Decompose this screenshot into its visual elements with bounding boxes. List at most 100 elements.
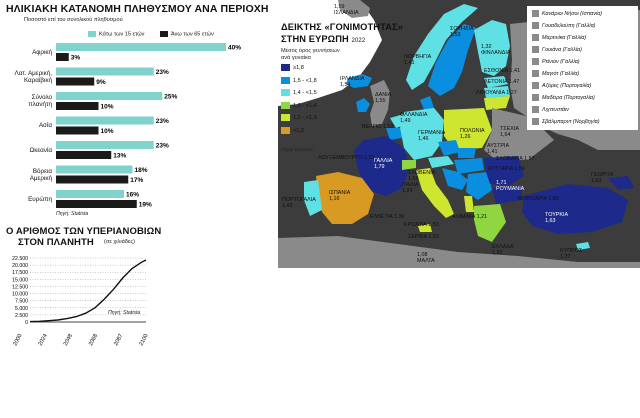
- pop-ytick-label: 5.000: [15, 306, 28, 312]
- map-legend-label: 1,5 - <1,8: [293, 77, 317, 84]
- pop-ytick-label: 7.500: [15, 299, 28, 305]
- age-category-label-line: Βόρεια: [32, 167, 52, 175]
- bar-over65: [56, 175, 129, 184]
- bar-under15-label: 18%: [135, 167, 148, 174]
- map-label-spain: ΙΣΠΑΝΙΑ 1,16: [329, 190, 351, 202]
- region-estonia: [484, 76, 508, 88]
- map-legend-label: <1,2: [293, 127, 305, 134]
- region-sweden: [428, 24, 476, 96]
- bar-over65: [56, 151, 112, 159]
- map-label-switzerland: ΕΛΒΕΤΙΑ 1,39: [370, 214, 405, 220]
- territory-label: Ρεϊνιόν (Γαλλία): [542, 58, 580, 65]
- map-label-sweden: ΣΟΥΗΔΙΑ 1,53: [450, 26, 474, 38]
- region-georgia: [608, 176, 634, 190]
- map-label-netherlands: ΟΛΛΑΝΔΙΑ 1,49: [400, 112, 428, 124]
- territory-item: Λιχτενστάιν: [532, 106, 602, 118]
- pop-ytick-label: 20.000: [12, 263, 28, 269]
- territory-label: Μαδέιρα (Πορτογαλία): [542, 94, 595, 101]
- region-france: [354, 136, 410, 196]
- bar-over65-label: 19%: [139, 202, 152, 209]
- map-label-malta: 1,08 ΜΑΛΤΑ: [417, 252, 435, 264]
- region-poland: [444, 108, 492, 150]
- territories-legend: Κανάριοι Νήσοι (Ισπανία) Γουαδελούπη (Γαλ…: [532, 10, 602, 130]
- territory-swatch: [532, 58, 539, 65]
- region-albania: [464, 196, 474, 212]
- pop-ytick-label: 0: [25, 320, 28, 326]
- map-legend-swatch: [281, 76, 290, 84]
- bar-under15-label: 40%: [228, 45, 241, 52]
- region-slovakia: [458, 148, 476, 158]
- map-legend-item: 1,3 - <1,4: [281, 101, 317, 115]
- territory-item: Σβάλμπαρντ (Νορβηγία): [532, 118, 602, 130]
- region-portugal: [304, 180, 322, 216]
- age-category-label: Αφρική: [2, 49, 52, 56]
- territory-swatch: [532, 106, 539, 113]
- territory-label: Μαρτινίκα (Γαλλία): [542, 34, 587, 41]
- bar-over65-label: 9%: [96, 79, 106, 86]
- map-label-latvia: ΛΕΤΟΝΙΑ 1,47: [484, 79, 520, 85]
- region-greenland: [338, 0, 370, 18]
- bar-over65: [56, 126, 99, 135]
- territory-label: Σβάλμπαρντ (Νορβηγία): [542, 118, 600, 125]
- age-category-label: Ασία: [2, 122, 52, 129]
- region-turkey: [522, 184, 628, 234]
- map-legend-item: 1,5 - <1,8: [281, 76, 317, 90]
- territory-swatch: [532, 34, 539, 41]
- territory-item: Μαρτινίκα (Γαλλία): [532, 34, 602, 46]
- territory-swatch: [532, 46, 539, 53]
- map-label-bulgaria: ΒΟΥΛΓΑΡΙΑ 1,65: [518, 196, 559, 202]
- pop-xtick-label: 2048: [63, 333, 74, 347]
- territory-swatch: [532, 22, 539, 29]
- age-category-label: Ευρώπη: [2, 196, 52, 203]
- region-cyprus: [576, 242, 590, 250]
- map-label-albania: ΑΛΒΑΝΙΑ 1,21: [452, 214, 488, 220]
- territory-label: Αζόρες (Πορτογαλία): [542, 82, 592, 89]
- age-category-label: Σύνολο πλανήτη: [2, 94, 52, 108]
- region-switzerland: [402, 160, 416, 170]
- bar-over65-label: 17%: [130, 177, 143, 184]
- region-sicily: [418, 224, 432, 232]
- map-legend-swatch: [281, 64, 290, 71]
- pop-xtick-label: 2068: [88, 333, 99, 347]
- map-label-cyprus: ΚΥΠΡΟΣ 1,37: [560, 248, 583, 260]
- bar-under15-label: 16%: [126, 192, 139, 199]
- territory-item: Γουιάνα (Γαλλία): [532, 46, 602, 58]
- pop-ytick-label: 10.000: [12, 292, 28, 298]
- territory-label: Κανάριοι Νήσοι (Ισπανία): [542, 10, 603, 17]
- bar-over65-label: 3%: [71, 55, 81, 62]
- territory-label: Λιχτενστάιν: [542, 106, 569, 113]
- pop-ytick-label: 17.500: [12, 270, 28, 276]
- bar-under15-label: 23%: [156, 69, 169, 76]
- pop-xtick-label: 2024: [38, 333, 49, 347]
- age-category-label-line: Καραϊβική: [23, 76, 52, 84]
- map-subtitle-1: Μέσος όρος γεννήσεων: [281, 48, 340, 54]
- age-category-label-line: Αμερική: [29, 174, 52, 182]
- age-category-label-line: Λατ. Αμερική,: [14, 69, 52, 77]
- territory-item: Μαδέιρα (Πορτογαλία): [532, 94, 602, 106]
- map-label-poland: ΠΟΛΩΝΙΑ 1,26: [460, 128, 485, 140]
- map-label-italy: ΙΤΑΛΙΑ 1,24: [402, 182, 419, 194]
- bar-over65-label: 10%: [101, 128, 114, 135]
- bar-over65: [56, 77, 95, 86]
- region-romania: [484, 156, 524, 186]
- bar-over65: [56, 200, 137, 208]
- region-ireland: [356, 98, 370, 112]
- age-category-label-line: Ασία: [38, 122, 52, 129]
- map-label-luxembourg: ΛΟΥΞΕΜΒΟΥΡΓΟ 1,31: [318, 155, 375, 161]
- pop-chart-title-2: ΣΤΟΝ ΠΛΑΝΗΤΗ: [18, 237, 94, 248]
- territory-swatch: [532, 94, 539, 101]
- map-label-hungary: ΟΥΓΓΑΡΙΑ 1,56: [488, 166, 526, 172]
- age-category-label: Λατ. Αμερική, Καραϊβική: [2, 70, 52, 84]
- region-serbia: [466, 172, 492, 200]
- region-finland: [474, 20, 510, 76]
- bar-under15: [56, 92, 163, 100]
- europe-map: [278, 0, 640, 268]
- pop-ytick-label: 15.000: [12, 277, 28, 283]
- legend-label-under15: Κάτω των 15 ετών: [99, 31, 145, 38]
- map-legend-label: 1,2 - <1,3: [293, 115, 317, 122]
- pop-ytick-label: 12.500: [12, 284, 28, 290]
- region-norway: [406, 4, 478, 90]
- map-label-serbia: ΣΕΡΒΙΑ 1,63: [408, 234, 439, 240]
- region-lithuania: [484, 96, 510, 110]
